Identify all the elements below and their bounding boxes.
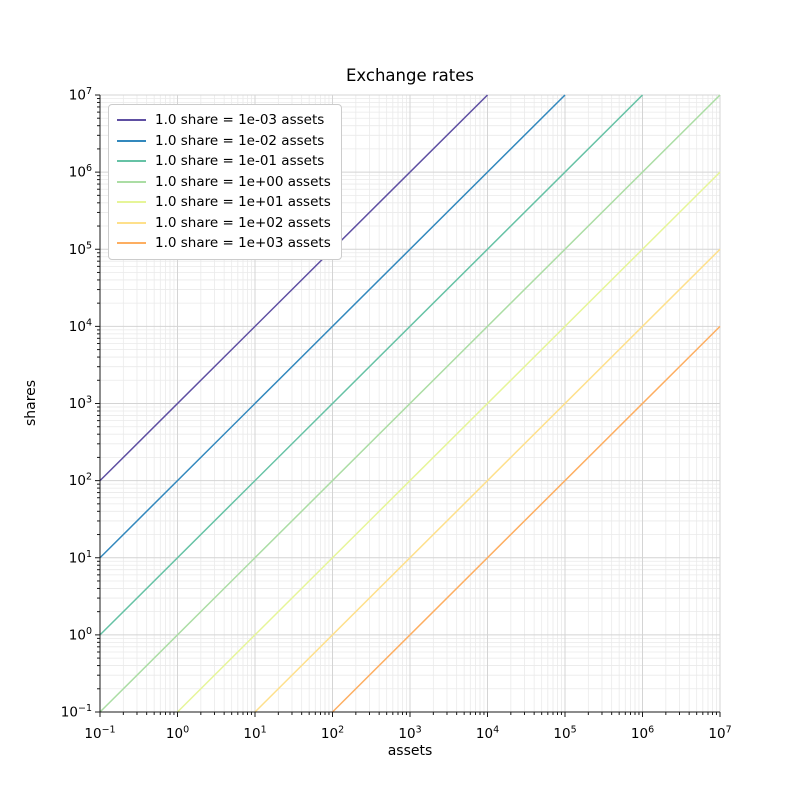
y-tick-label: 106 bbox=[69, 163, 92, 181]
series-line-2 bbox=[99, 94, 644, 636]
legend-item-label: 1.0 share = 1e+02 assets bbox=[155, 214, 331, 231]
legend-item-label: 1.0 share = 1e+01 assets bbox=[155, 194, 331, 211]
series-line-5 bbox=[254, 248, 721, 713]
legend-item-label: 1.0 share = 1e-03 assets bbox=[155, 112, 325, 129]
y-tick-label: 107 bbox=[69, 86, 92, 104]
legend-item-3: 1.0 share = 1e+00 assets bbox=[117, 172, 331, 193]
legend-item-1: 1.0 share = 1e-02 assets bbox=[117, 131, 331, 152]
legend-line-swatch bbox=[117, 242, 146, 245]
y-axis-label: shares bbox=[23, 379, 39, 427]
x-axis-label: assets bbox=[387, 743, 433, 759]
y-tick-label: 105 bbox=[69, 240, 92, 258]
legend-item-4: 1.0 share = 1e+01 assets bbox=[117, 192, 331, 213]
x-tick-label: 107 bbox=[708, 725, 731, 743]
y-tick-label: 103 bbox=[69, 395, 92, 413]
series-line-1 bbox=[99, 94, 566, 559]
legend-item-label: 1.0 share = 1e+00 assets bbox=[155, 173, 331, 190]
x-tick-label: 104 bbox=[476, 725, 499, 743]
series-line-4 bbox=[176, 171, 721, 713]
series-line-3 bbox=[99, 94, 721, 713]
x-tick-label: 10−1 bbox=[84, 725, 115, 743]
legend-line-swatch bbox=[117, 139, 146, 142]
legend-item-label: 1.0 share = 1e-01 assets bbox=[155, 153, 325, 170]
x-tick-label: 101 bbox=[243, 725, 266, 743]
series-line-6 bbox=[331, 325, 721, 713]
legend-item-2: 1.0 share = 1e-01 assets bbox=[117, 151, 331, 172]
series-lines bbox=[99, 94, 721, 713]
legend: 1.0 share = 1e-03 assets 1.0 share = 1e-0… bbox=[108, 104, 342, 260]
legend-line-swatch bbox=[117, 221, 146, 224]
axis-ticks bbox=[95, 94, 721, 717]
y-tick-label: 102 bbox=[69, 472, 92, 490]
legend-item-0: 1.0 share = 1e-03 assets bbox=[117, 110, 331, 131]
y-tick-label: 104 bbox=[69, 317, 92, 335]
x-tick-label: 103 bbox=[398, 725, 421, 743]
chart-title: Exchange rates bbox=[346, 66, 474, 85]
legend-line-swatch bbox=[117, 119, 146, 122]
x-tick-label: 106 bbox=[631, 725, 654, 743]
y-tick-label: 101 bbox=[69, 549, 92, 567]
y-tick-label: 100 bbox=[69, 626, 92, 644]
legend-line-swatch bbox=[117, 160, 146, 163]
y-tick-label: 10−1 bbox=[61, 703, 92, 721]
legend-item-6: 1.0 share = 1e+03 assets bbox=[117, 233, 331, 254]
series-line-0 bbox=[99, 94, 489, 482]
x-tick-label: 105 bbox=[553, 725, 576, 743]
legend-line-swatch bbox=[117, 180, 146, 183]
legend-line-swatch bbox=[117, 201, 146, 204]
x-tick-label: 100 bbox=[166, 725, 189, 743]
legend-item-label: 1.0 share = 1e-02 assets bbox=[155, 132, 325, 149]
legend-item-label: 1.0 share = 1e+03 assets bbox=[155, 235, 331, 252]
legend-item-5: 1.0 share = 1e+02 assets bbox=[117, 213, 331, 234]
x-tick-label: 102 bbox=[321, 725, 344, 743]
